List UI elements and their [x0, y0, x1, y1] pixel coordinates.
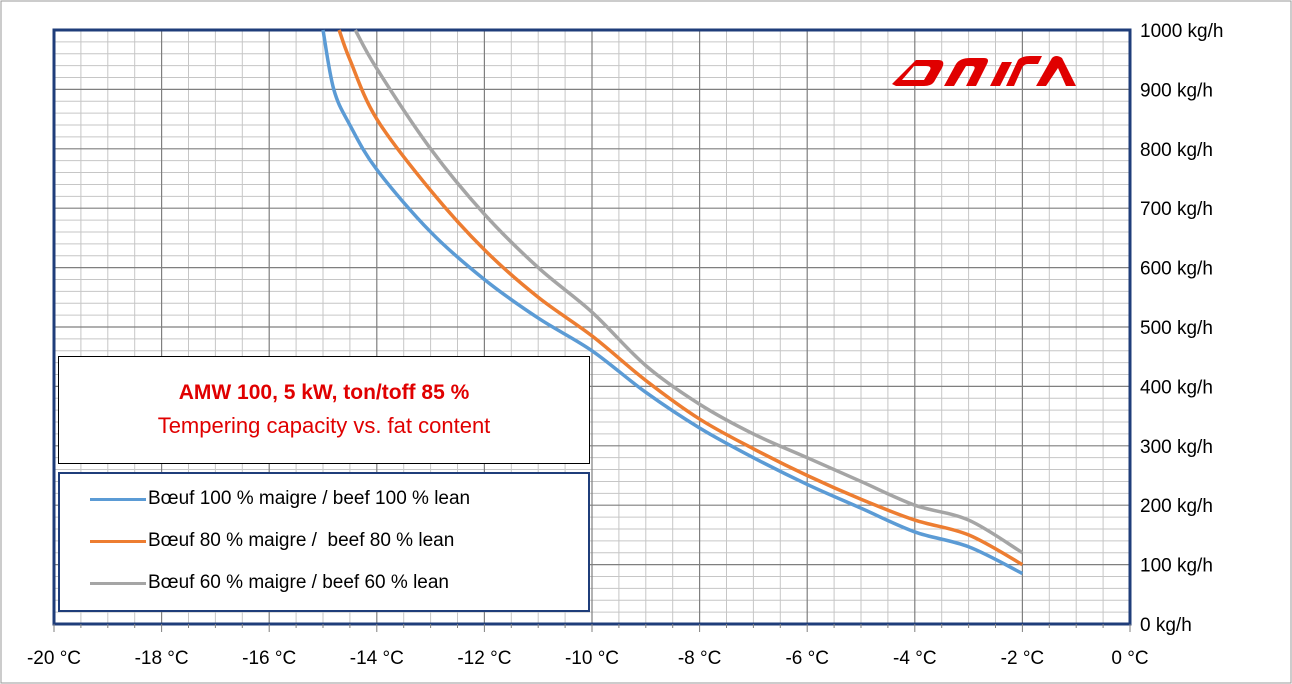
legend-item-beef-80: Bœuf 80 % maigre / beef 80 % lean — [90, 530, 454, 552]
x-tick-label: 0 °C — [1111, 648, 1148, 669]
x-tick-label: -10 °C — [565, 648, 619, 669]
y-tick-label: 300 kg/h — [1140, 437, 1213, 458]
chart-title-box: AMW 100, 5 kW, ton/toff 85 % Tempering c… — [58, 356, 590, 464]
y-tick-label: 500 kg/h — [1140, 318, 1213, 339]
series-line-2 — [353, 29, 1024, 555]
legend-label-beef-80: Bœuf 80 % maigre / beef 80 % lean — [148, 530, 455, 551]
chart-subtitle: Tempering capacity vs. fat content — [157, 413, 491, 438]
legend-swatch-beef-80 — [90, 539, 146, 543]
x-tick-label: -16 °C — [242, 648, 296, 669]
x-tick-label: -18 °C — [135, 648, 189, 669]
x-tick-label: -4 °C — [893, 648, 937, 669]
legend-swatch-beef-100 — [90, 497, 146, 501]
series-line-0 — [321, 29, 1024, 576]
y-tick-label: 100 kg/h — [1140, 556, 1213, 577]
legend-label-beef-60: Bœuf 60 % maigre / beef 60 % lean — [148, 572, 449, 593]
y-tick-label: 600 kg/h — [1140, 259, 1213, 280]
legend-item-beef-100: Bœuf 100 % maigre / beef 100 % lean — [90, 488, 470, 510]
legend-swatch-beef-60 — [90, 581, 146, 585]
x-tick-label: -14 °C — [350, 648, 404, 669]
y-tick-label: 700 kg/h — [1140, 199, 1213, 220]
dairem-logo — [892, 56, 1076, 86]
y-tick-label: 200 kg/h — [1140, 496, 1213, 517]
x-tick-label: -2 °C — [1001, 648, 1045, 669]
y-tick-label: 900 kg/h — [1140, 80, 1213, 101]
chart-title: AMW 100, 5 kW, ton/toff 85 % — [178, 381, 470, 404]
series-line-1 — [337, 29, 1024, 567]
y-tick-label: 400 kg/h — [1140, 377, 1213, 398]
y-tick-label: 0 kg/h — [1140, 615, 1192, 636]
x-tick-label: -20 °C — [27, 648, 81, 669]
y-tick-label: 800 kg/h — [1140, 140, 1213, 161]
legend-item-beef-60: Bœuf 60 % maigre / beef 60 % lean — [90, 572, 449, 594]
x-tick-label: -12 °C — [457, 648, 511, 669]
y-tick-label: 1000 kg/h — [1140, 21, 1223, 42]
x-tick-label: -8 °C — [678, 648, 722, 669]
legend: Bœuf 100 % maigre / beef 100 % lean Bœuf… — [58, 472, 590, 612]
legend-label-beef-100: Bœuf 100 % maigre / beef 100 % lean — [148, 488, 471, 509]
x-tick-label: -6 °C — [785, 648, 829, 669]
